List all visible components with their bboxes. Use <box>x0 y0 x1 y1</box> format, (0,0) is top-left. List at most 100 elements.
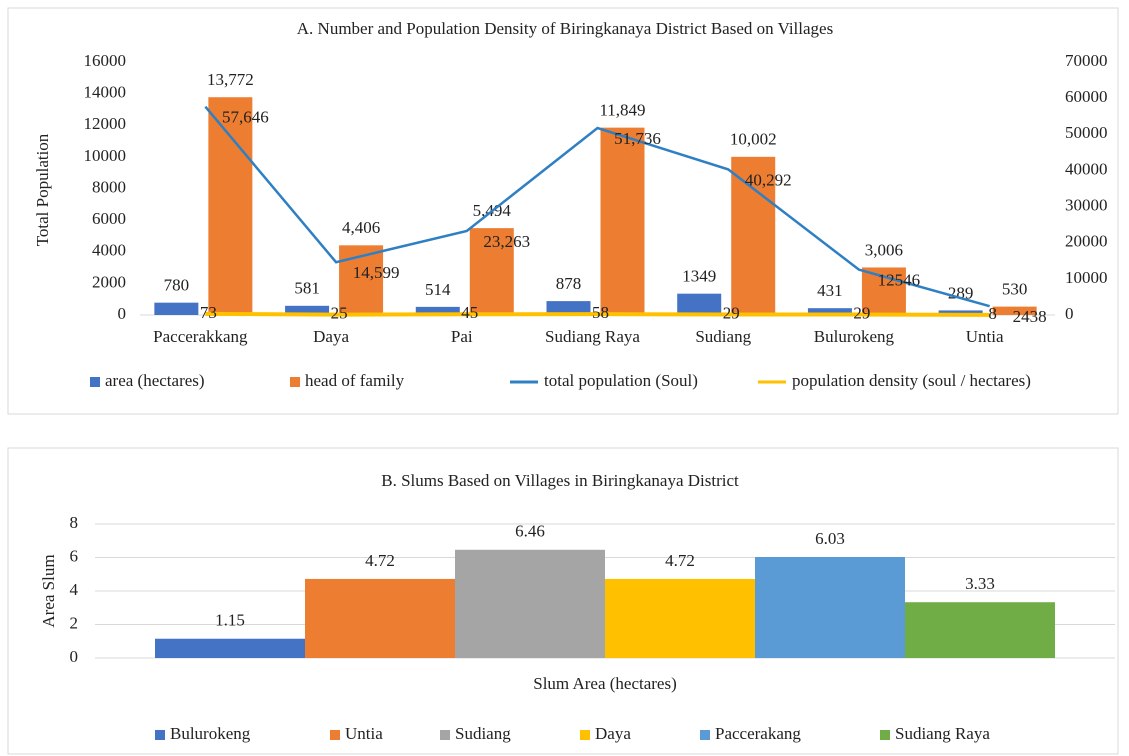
legend-swatch <box>155 730 165 740</box>
data-label: 40,292 <box>745 170 792 189</box>
y-tick-label: 14000 <box>84 83 127 102</box>
x-tick-label: Bulurokeng <box>814 327 895 346</box>
data-label: 23,263 <box>483 232 530 251</box>
y-tick-label: 12000 <box>84 114 127 133</box>
bar <box>992 306 1037 315</box>
legend-swatch <box>700 730 710 740</box>
legend-swatch <box>90 377 100 387</box>
y2-tick-label: 60000 <box>1065 87 1108 106</box>
y-tick-label: 10000 <box>84 146 127 165</box>
data-label: 3.33 <box>965 574 995 593</box>
chart-a-frame <box>7 7 1119 415</box>
y-axis-title: Area Slum <box>39 554 58 627</box>
bar <box>455 549 605 658</box>
legend-label: Bulurokeng <box>170 724 251 743</box>
y-tick-label: 2 <box>70 613 79 632</box>
bar <box>208 97 253 315</box>
data-label: 4.72 <box>665 551 695 570</box>
data-label: 10,002 <box>730 130 777 149</box>
legend-label: head of family <box>305 371 405 390</box>
y-tick-label: 0 <box>118 304 127 323</box>
bar <box>546 301 591 315</box>
bar <box>677 293 722 315</box>
y-tick-label: 4000 <box>92 241 126 260</box>
y-tick-label: 8 <box>70 513 79 532</box>
data-label: 530 <box>1002 280 1028 299</box>
y2-tick-label: 50000 <box>1065 123 1108 142</box>
data-label: 57,646 <box>222 108 269 127</box>
data-label: 14,599 <box>353 263 400 282</box>
x-tick-label: Daya <box>313 327 349 346</box>
data-label: 6.46 <box>515 522 545 541</box>
bar <box>285 305 330 315</box>
data-label: 3,006 <box>865 240 903 259</box>
data-label: 581 <box>294 279 320 298</box>
y2-tick-label: 10000 <box>1065 268 1108 287</box>
y2-tick-label: 40000 <box>1065 159 1108 178</box>
x-tick-label: Slum Area (hectares) <box>533 674 677 693</box>
legend-label: area (hectares) <box>105 371 205 390</box>
y-tick-label: 8000 <box>92 177 126 196</box>
legend-swatch <box>290 377 300 387</box>
legend-label: total population (Soul) <box>544 371 698 390</box>
data-label: 58 <box>592 303 609 322</box>
legend-swatch <box>440 730 450 740</box>
chart-title: A. Number and Population Density of Biri… <box>297 19 833 38</box>
y-tick-label: 6 <box>70 546 79 565</box>
data-label: 1.15 <box>215 611 245 630</box>
legend-label: population density (soul / hectares) <box>792 371 1031 390</box>
bar <box>155 638 305 658</box>
data-label: 8 <box>988 304 997 323</box>
y-tick-label: 4 <box>70 580 79 599</box>
data-label: 4,406 <box>342 218 380 237</box>
bar <box>415 306 460 315</box>
legend-label: Untia <box>345 724 383 743</box>
data-label: 4.72 <box>365 551 395 570</box>
bar <box>731 156 776 315</box>
bar <box>305 578 455 658</box>
data-label: 514 <box>425 280 451 299</box>
y2-tick-label: 30000 <box>1065 195 1108 214</box>
x-tick-label: Pai <box>451 327 473 346</box>
y-tick-label: 6000 <box>92 209 126 228</box>
x-tick-label: Sudiang Raya <box>545 327 640 346</box>
bar <box>807 308 852 315</box>
y2-tick-label: 70000 <box>1065 51 1108 70</box>
data-label: 45 <box>461 303 478 322</box>
x-tick-label: Sudiang <box>695 327 751 346</box>
data-label: 25 <box>331 304 348 323</box>
bar <box>154 302 199 315</box>
y-tick-label: 16000 <box>84 51 127 70</box>
data-label: 1349 <box>682 267 716 286</box>
legend-swatch <box>330 730 340 740</box>
y2-tick-label: 0 <box>1065 304 1074 323</box>
legend-label: Sudiang Raya <box>895 724 990 743</box>
bar <box>600 127 645 315</box>
legend-label: Paccerakang <box>715 724 801 743</box>
data-label: 2438 <box>1013 307 1047 326</box>
data-label: 878 <box>556 274 582 293</box>
x-tick-label: Untia <box>966 327 1004 346</box>
legend-label: Daya <box>595 724 631 743</box>
data-label: 11,849 <box>599 101 645 120</box>
bar <box>938 310 983 315</box>
data-label: 51,736 <box>614 129 661 148</box>
bar <box>905 602 1055 658</box>
legend-label: Sudiang <box>455 724 511 743</box>
chart-title: B. Slums Based on Villages in Biringkana… <box>381 471 739 490</box>
x-tick-label: Paccerakkang <box>153 327 248 346</box>
y2-tick-label: 20000 <box>1065 232 1108 251</box>
data-label: 6.03 <box>815 529 845 548</box>
data-label: 29 <box>853 303 870 322</box>
bar <box>469 228 514 315</box>
data-label: 780 <box>164 276 190 295</box>
data-label: 12546 <box>878 271 921 290</box>
line <box>205 311 990 317</box>
y-tick-label: 0 <box>70 647 79 666</box>
y-axis-title: Total Population <box>33 133 52 246</box>
data-label: 73 <box>200 303 217 322</box>
bar <box>755 556 905 658</box>
data-label: 431 <box>817 281 843 300</box>
legend-swatch <box>880 730 890 740</box>
